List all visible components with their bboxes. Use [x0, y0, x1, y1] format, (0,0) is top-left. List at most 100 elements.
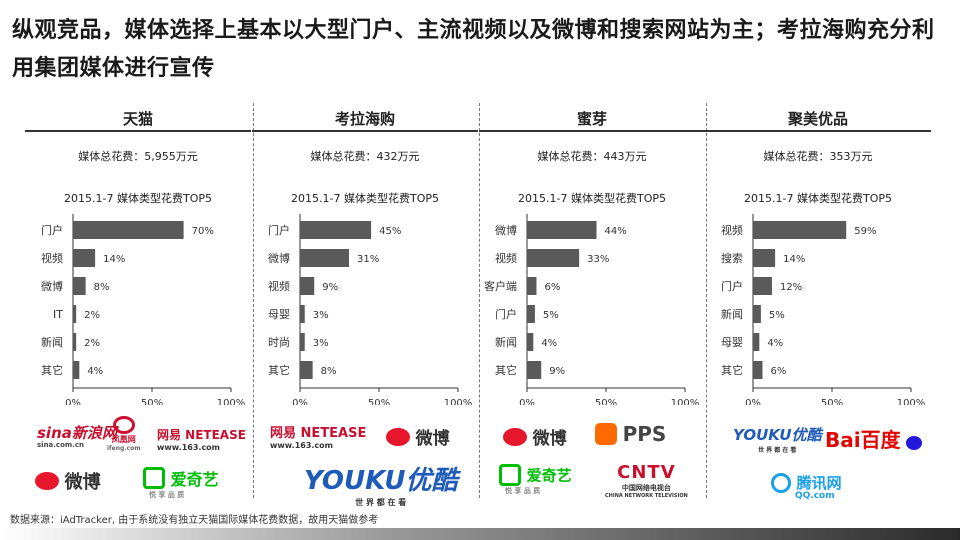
data-source-note: 数据来源：iAdTracker, 由于系统没有独立天猫国际媒体花费数据，故用天猫…	[10, 515, 379, 526]
category-label: 微博	[41, 279, 63, 293]
bar	[300, 277, 315, 295]
data-label: 3%	[313, 310, 329, 321]
bar	[300, 305, 305, 323]
bar	[73, 221, 184, 239]
ifeng-logo: 凤凰网 ifeng.com	[107, 416, 141, 452]
bottom-gradient-bar	[0, 528, 960, 540]
data-label: 6%	[544, 282, 560, 293]
category-label: 其它	[721, 363, 743, 377]
chart-title: 2015.1-7 媒体类型花费TOP5	[518, 192, 666, 205]
x-tick-label: 50%	[368, 398, 390, 405]
x-tick-label: 0%	[65, 398, 81, 405]
category-label: 门户	[268, 223, 290, 237]
data-label: 2%	[84, 310, 100, 321]
data-label: 4%	[87, 366, 103, 377]
panel-tmall: 天猫 媒体总花费：5,955万元 2015.1-7 媒体类型花费TOP5 门户 7…	[25, 100, 251, 505]
panel-name: 聚美优品	[705, 108, 931, 132]
chart-title: 2015.1-7 媒体类型花费TOP5	[64, 192, 212, 205]
x-tick-label: 100%	[897, 398, 926, 405]
chart-title: 2015.1-7 媒体类型花费TOP5	[291, 192, 439, 205]
bar	[300, 221, 372, 239]
panel-divider	[706, 103, 707, 498]
bar	[527, 221, 597, 239]
baidu-logo: Bai百度 du	[825, 424, 923, 453]
category-label: 时尚	[268, 335, 290, 349]
bar	[753, 277, 772, 295]
data-label: 4%	[541, 338, 557, 349]
category-label: 视频	[268, 279, 290, 293]
iqiyi-icon	[499, 464, 521, 486]
data-label: 14%	[783, 254, 805, 265]
weibo-icon	[503, 427, 527, 446]
bar	[73, 249, 96, 267]
data-label: 9%	[322, 282, 338, 293]
category-label: 门户	[495, 307, 517, 321]
data-label: 12%	[780, 282, 802, 293]
category-label: 其它	[495, 363, 517, 377]
iqiyi-logo: 爱奇艺 悦 享 品 质	[143, 466, 219, 500]
bar-chart-kaola: 门户 45% 微博 31% 视频 9% 母婴 3% 时尚 3% 其它 8% 0% 50% 100%	[268, 214, 472, 405]
data-label: 33%	[587, 254, 609, 265]
weibo-icon	[35, 472, 59, 490]
cntv-logo: CNTV 中国网络电视台 CHINA NETWORK TELEVISION	[605, 462, 688, 499]
data-label: 5%	[543, 310, 559, 321]
data-label: 70%	[192, 226, 214, 237]
data-label: 14%	[103, 254, 125, 265]
data-label: 45%	[379, 226, 401, 237]
category-label: IT	[53, 308, 63, 321]
chart-title: 2015.1-7 媒体类型花费TOP5	[744, 192, 892, 205]
data-label: 3%	[313, 338, 329, 349]
bar	[527, 361, 542, 379]
bar	[300, 249, 349, 267]
bar	[300, 333, 305, 351]
category-label: 新闻	[41, 335, 63, 349]
iqiyi-logo: 爱奇艺 悦 享 品 质	[499, 464, 572, 496]
category-label: 母婴	[268, 308, 290, 321]
media-logos: 微博 PPS 爱奇艺 悦 享 品 质 CNTV 中国网络电视台 CHINA NE…	[479, 412, 705, 507]
panel-name: 蜜芽	[479, 108, 705, 132]
x-tick-label: 0%	[292, 398, 308, 405]
category-label: 客户端	[484, 279, 517, 293]
netease-logo: 网易 NETEASE www.163.com	[270, 426, 367, 450]
pps-logo: PPS	[595, 422, 666, 446]
total-spend: 媒体总花费：5,955万元	[78, 150, 198, 163]
weibo-icon	[386, 427, 410, 446]
media-logos: YOUKU优酷 世 界 都 在 看 Bai百度 du 腾讯网 QQ.com	[705, 412, 931, 507]
bar	[300, 361, 313, 379]
tencent-icon	[771, 472, 791, 493]
panel-divider	[479, 103, 480, 498]
category-label: 门户	[721, 279, 743, 293]
data-label: 9%	[549, 366, 565, 377]
iqiyi-icon	[143, 467, 165, 489]
category-label: 微博	[268, 251, 290, 265]
pps-icon	[595, 423, 617, 445]
data-label: 6%	[770, 366, 786, 377]
weibo-logo: 微博	[35, 468, 101, 494]
x-tick-label: 0%	[519, 398, 535, 405]
bar	[73, 361, 80, 379]
media-logos: 网易 NETEASE www.163.com 微博 YOUKU优酷 世 界 都 …	[252, 412, 478, 507]
x-tick-label: 50%	[821, 398, 843, 405]
bar	[753, 249, 776, 267]
bar-chart-tmall: 门户 70% 视频 14% 微博 8% IT 2% 新闻 2% 其它 4% 0% 50% 100%	[41, 214, 245, 405]
weibo-logo: 微博	[386, 424, 450, 449]
media-logos: sina新浪网 sina.com.cn 凤凰网 ifeng.com 网易 NET…	[25, 412, 251, 507]
data-label: 8%	[321, 366, 337, 377]
category-label: 母婴	[721, 336, 743, 349]
data-label: 4%	[767, 338, 783, 349]
category-label: 搜索	[721, 251, 743, 265]
weibo-logo: 微博	[503, 424, 567, 449]
x-tick-label: 100%	[671, 398, 700, 405]
baidu-paw-icon	[906, 435, 923, 450]
bar	[527, 277, 537, 295]
tencent-logo: 腾讯网 QQ.com	[771, 472, 842, 501]
bar-chart-mia: 微博 44% 视频 33% 客户端 6% 门户 5% 新闻 4% 其它 9% 0% 50% 100%	[484, 214, 700, 405]
bar	[753, 221, 847, 239]
x-tick-label: 0%	[745, 398, 761, 405]
category-label: 新闻	[495, 335, 517, 349]
page-title: 纵观竞品，媒体选择上基本以大型门户、主流视频以及微博和搜索网站为主；考拉海购充分…	[12, 18, 935, 81]
category-label: 门户	[41, 223, 63, 237]
data-label: 31%	[357, 254, 379, 265]
panel-mia: 蜜芽 媒体总花费：443万元 2015.1-7 媒体类型花费TOP5 微博 44%…	[479, 100, 705, 505]
bar	[753, 305, 761, 323]
